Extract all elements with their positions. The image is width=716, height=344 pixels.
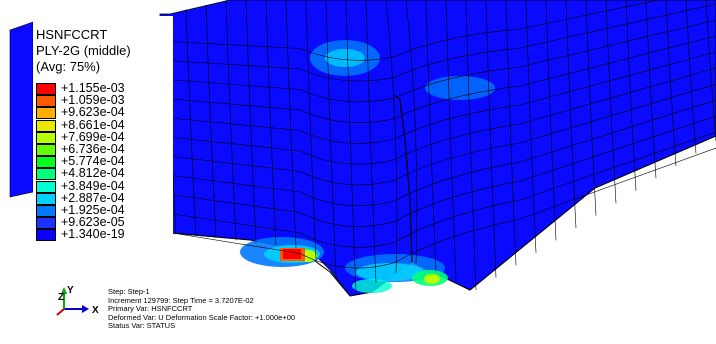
contour-hotspots (240, 40, 495, 293)
legend-swatch (36, 217, 56, 230)
legend-swatch (36, 131, 56, 144)
legend-swatch (36, 107, 56, 120)
legend-value-label: +6.736e-04 (61, 142, 125, 156)
step-info-status-var: Status Var: STATUS (108, 321, 176, 330)
legend-value-label: +1.925e-04 (61, 203, 125, 217)
left-shell-strip (9, 21, 34, 198)
legend-value-label: +7.699e-04 (61, 129, 125, 144)
legend-swatch (36, 119, 56, 132)
triad-y-label: Y (67, 285, 74, 296)
contour-legend: HSNFCCRT PLY-2G (middle) (Avg: 75%) +1.1… (33, 16, 173, 242)
legend-swatch (36, 192, 56, 205)
legend-value-label: +1.059e-03 (61, 93, 125, 108)
legend-value-label: +2.887e-04 (61, 190, 125, 205)
legend-swatch (36, 144, 56, 156)
legend-value-label: +9.623e-05 (61, 215, 125, 230)
legend-value-label: +4.812e-04 (61, 166, 125, 181)
legend-value-label: +5.774e-04 (61, 154, 125, 169)
triad-x-label: X (92, 305, 99, 316)
shell-fold-crease (394, 94, 413, 263)
legend-title-averaging: (Avg: 75%) (36, 59, 101, 74)
legend-value-label: +9.623e-04 (61, 105, 125, 120)
legend-title-variable: HSNFCCRT (36, 27, 108, 42)
axis-triad: X Y Z (56, 285, 99, 316)
step-info-deformed-var: Deformed Var: U Deformation Scale Factor… (108, 312, 296, 322)
legend-swatch (36, 95, 56, 108)
step-info: Step: Step-1 Increment 129799: Step Time… (108, 287, 296, 331)
step-info-step: Step: Step-1 (108, 287, 150, 296)
triad-z-label: Z (58, 292, 64, 303)
legend-value-label: +8.661e-04 (61, 117, 125, 132)
step-info-primary-var: Primary Var: HSNFCCRT (108, 304, 193, 313)
element-mesh (159, 0, 716, 293)
legend-value-label: +3.849e-04 (61, 178, 125, 193)
legend-title-ply: PLY-2G (middle) (36, 43, 131, 58)
legend-swatch (36, 229, 56, 242)
legend-swatch (36, 156, 56, 169)
step-info-increment: Increment 129799: Step Time = 3.7207E-02 (108, 295, 254, 305)
legend-value-label: +1.155e-03 (61, 81, 125, 95)
legend-swatch (36, 83, 56, 95)
legend-swatch (36, 180, 56, 193)
legend-value-label: +1.340e-19 (61, 227, 125, 242)
legend-swatch (36, 168, 56, 181)
legend-swatch (36, 205, 56, 217)
